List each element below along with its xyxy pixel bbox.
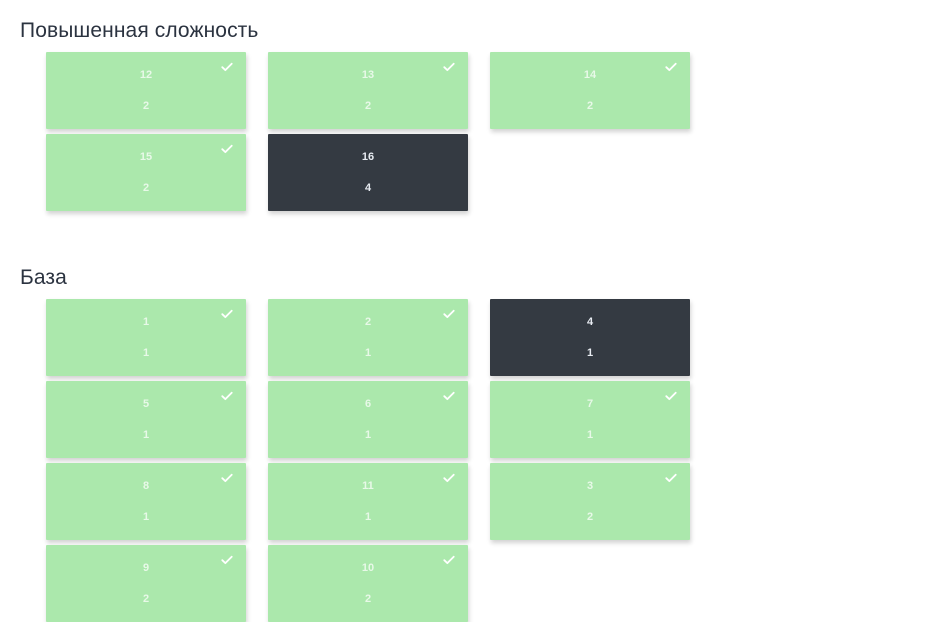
section-advanced: Повышенная сложность 12 2 13 2 14 2 15 2 16 4 <box>0 18 941 211</box>
lesson-card[interactable]: 10 2 <box>268 545 468 622</box>
lesson-progress-page: Повышенная сложность 12 2 13 2 14 2 15 2 16 4 Баз… <box>0 18 941 622</box>
lesson-card-count: 1 <box>142 428 150 441</box>
lesson-card-number: 4 <box>586 315 594 328</box>
lesson-card-count: 1 <box>142 510 150 523</box>
lesson-card-number: 6 <box>364 397 372 410</box>
check-icon <box>220 389 234 403</box>
check-icon <box>442 471 456 485</box>
lesson-card-count: 1 <box>364 510 372 523</box>
check-icon <box>664 389 678 403</box>
lesson-card[interactable]: 13 2 <box>268 52 468 129</box>
lesson-card-number: 9 <box>142 561 150 574</box>
lesson-card-number: 14 <box>583 68 597 81</box>
lesson-card[interactable]: 16 4 <box>268 134 468 211</box>
lesson-card-number: 10 <box>361 561 375 574</box>
lesson-card-count: 1 <box>586 428 594 441</box>
check-icon <box>220 142 234 156</box>
lesson-card-count: 1 <box>142 346 150 359</box>
section-base: База 1 1 2 1 4 1 5 1 6 1 7 1 8 1 11 1 3 2 9 2 10 2 <box>0 265 941 622</box>
lesson-card-number: 2 <box>364 315 372 328</box>
section-title-base: База <box>20 266 67 289</box>
lesson-card[interactable]: 11 1 <box>268 463 468 540</box>
lesson-card-number: 5 <box>142 397 150 410</box>
check-icon <box>220 307 234 321</box>
check-icon <box>664 471 678 485</box>
lesson-card-number: 3 <box>586 479 594 492</box>
lesson-card-count: 1 <box>586 346 594 359</box>
card-grid-base: 1 1 2 1 4 1 5 1 6 1 7 1 8 1 11 1 3 2 9 2 10 2 <box>0 291 895 622</box>
lesson-card-count: 2 <box>364 592 372 605</box>
check-icon <box>220 553 234 567</box>
lesson-card-number: 13 <box>361 68 375 81</box>
lesson-card-number: 15 <box>139 150 153 163</box>
check-icon <box>442 389 456 403</box>
lesson-card-number: 8 <box>142 479 150 492</box>
lesson-card-number: 11 <box>362 479 374 492</box>
check-icon <box>442 553 456 567</box>
check-icon <box>442 307 456 321</box>
lesson-card-number: 12 <box>139 68 153 81</box>
lesson-card-count: 2 <box>142 181 150 194</box>
lesson-card-count: 1 <box>364 346 372 359</box>
lesson-card[interactable]: 14 2 <box>490 52 690 129</box>
lesson-card-count: 2 <box>364 99 372 112</box>
check-icon <box>220 60 234 74</box>
lesson-card-count: 2 <box>142 99 150 112</box>
section-title-advanced: Повышенная сложность <box>20 19 259 42</box>
lesson-card-count: 2 <box>586 510 594 523</box>
lesson-card[interactable]: 15 2 <box>46 134 246 211</box>
check-icon <box>220 471 234 485</box>
lesson-card-count: 4 <box>364 181 372 194</box>
lesson-card-number: 1 <box>142 315 150 328</box>
check-icon <box>664 60 678 74</box>
card-grid-advanced: 12 2 13 2 14 2 15 2 16 4 <box>0 44 895 211</box>
check-icon <box>442 60 456 74</box>
lesson-card[interactable]: 12 2 <box>46 52 246 129</box>
lesson-card-count: 1 <box>364 428 372 441</box>
lesson-card-count: 2 <box>142 592 150 605</box>
lesson-card-count: 2 <box>586 99 594 112</box>
lesson-card-number: 7 <box>586 397 594 410</box>
lesson-card-number: 16 <box>361 150 375 163</box>
